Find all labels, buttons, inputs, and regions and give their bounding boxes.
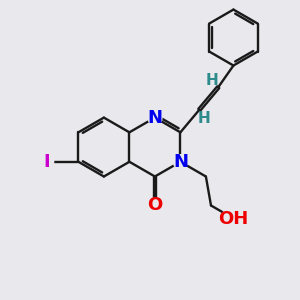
Circle shape [40, 155, 54, 169]
Circle shape [148, 110, 162, 125]
Text: OH: OH [218, 210, 248, 228]
Circle shape [222, 208, 241, 227]
Circle shape [148, 198, 162, 212]
Circle shape [173, 155, 188, 169]
Text: H: H [197, 110, 210, 125]
Text: I: I [43, 153, 50, 171]
Circle shape [206, 75, 217, 86]
Text: N: N [173, 153, 188, 171]
Text: O: O [147, 196, 163, 214]
Text: H: H [206, 73, 218, 88]
Text: N: N [147, 109, 162, 127]
Circle shape [198, 113, 209, 123]
